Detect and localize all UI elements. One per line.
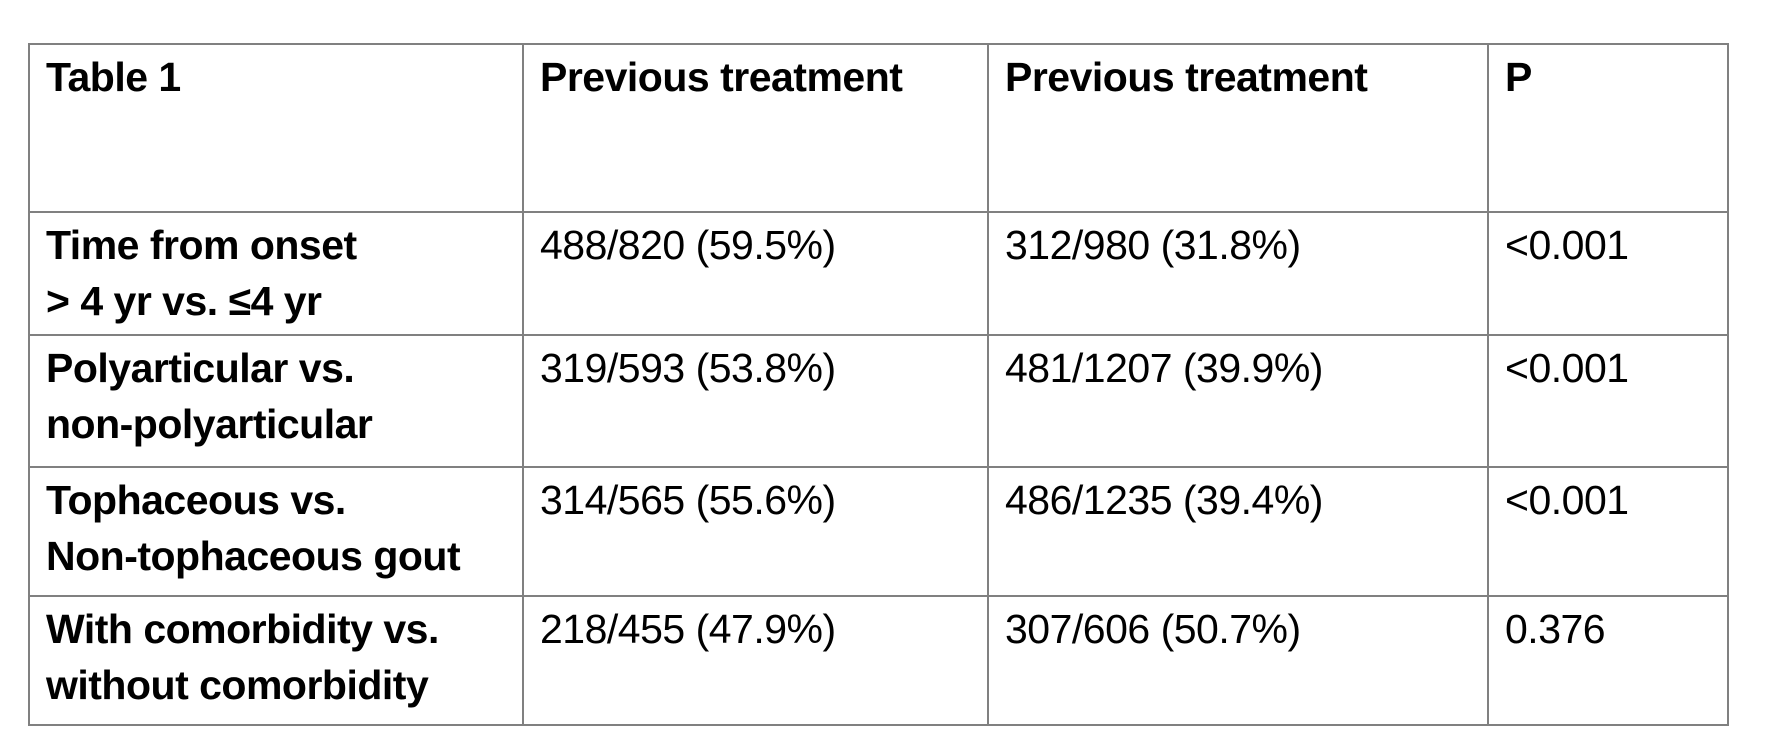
header-cell-table-title: Table 1 <box>30 45 524 213</box>
row-1-value-1: 319/593 (53.8%) <box>524 336 989 468</box>
row-0-value-1: 488/820 (59.5%) <box>524 213 989 336</box>
row-3-value-1: 218/455 (47.9%) <box>524 597 989 726</box>
row-2-value-1: 314/565 (55.6%) <box>524 468 989 597</box>
row-label-polyarticular: Polyarticular vs. non-polyarticular <box>30 336 524 468</box>
row-0-value-2: 312/980 (31.8%) <box>989 213 1489 336</box>
row-3-value-2: 307/606 (50.7%) <box>989 597 1489 726</box>
row-3-p-value: 0.376 <box>1489 597 1729 726</box>
row-2-p-value: <0.001 <box>1489 468 1729 597</box>
header-cell-previous-treatment-2: Previous treatment <box>989 45 1489 213</box>
row-label-time-from-onset: Time from onset > 4 yr vs. ≤4 yr <box>30 213 524 336</box>
table-1: Table 1 Previous treatment Previous trea… <box>28 43 1729 726</box>
row-label-tophaceous: Tophaceous vs. Non-tophaceous gout <box>30 468 524 597</box>
header-cell-p: P <box>1489 45 1729 213</box>
row-0-p-value: <0.001 <box>1489 213 1729 336</box>
row-1-p-value: <0.001 <box>1489 336 1729 468</box>
row-2-value-2: 486/1235 (39.4%) <box>989 468 1489 597</box>
row-1-value-2: 481/1207 (39.9%) <box>989 336 1489 468</box>
row-label-comorbidity: With comorbidity vs. without comorbidity <box>30 597 524 726</box>
header-cell-previous-treatment-1: Previous treatment <box>524 45 989 213</box>
